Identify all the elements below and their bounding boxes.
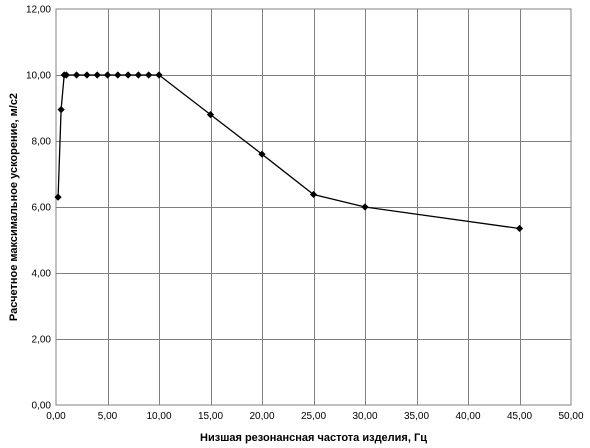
data-point (83, 71, 91, 79)
data-point (124, 71, 132, 79)
data-point (62, 71, 70, 79)
x-tick-label: 0,00 (46, 411, 66, 422)
data-point (103, 71, 112, 79)
data-point (206, 111, 215, 119)
data-point (515, 224, 524, 233)
y-tick-label: 2,00 (32, 335, 52, 346)
data-point (57, 106, 65, 114)
data-point (134, 71, 142, 79)
y-axis-tick-labels: 0,00 2,00 4,00 6,00 8,00 10,00 12,00 (26, 5, 51, 412)
x-tick-label: 30,00 (352, 411, 377, 422)
y-tick-label: 8,00 (32, 137, 52, 148)
x-tick-label: 20,00 (249, 411, 274, 422)
data-point (54, 193, 62, 201)
data-point (258, 150, 266, 158)
y-tick-label: 6,00 (32, 203, 52, 214)
plot-area (55, 8, 572, 406)
data-point (73, 71, 81, 79)
y-axis-title: Расчетное максимальное ускорение, м/с2 (8, 93, 20, 321)
grid-lines (56, 9, 571, 405)
x-axis-title: Низшая резонансная частота изделия, Гц (200, 432, 427, 444)
x-tick-label: 45,00 (507, 411, 532, 422)
y-tick-label: 4,00 (32, 269, 52, 280)
data-point (114, 71, 122, 79)
series-layer (54, 71, 524, 233)
x-tick-label: 25,00 (301, 411, 326, 422)
x-tick-label: 50,00 (558, 411, 583, 422)
data-point (145, 71, 153, 79)
x-tick-label: 15,00 (198, 411, 223, 422)
y-tick-label: 0,00 (32, 401, 52, 412)
x-tick-label: 35,00 (404, 411, 429, 422)
x-tick-label: 40,00 (455, 411, 480, 422)
y-tick-label: 10,00 (26, 71, 51, 82)
data-point (93, 71, 101, 79)
data-point (155, 71, 163, 79)
x-tick-label: 5,00 (98, 411, 118, 422)
x-tick-label: 10,00 (146, 411, 171, 422)
series-line (57, 74, 520, 230)
data-point (361, 203, 369, 211)
x-axis-tick-labels: 0,00 5,00 10,00 15,00 20,00 25,00 30,00 35,00 40… (46, 411, 584, 422)
y-tick-label: 12,00 (26, 5, 51, 16)
data-point (309, 190, 318, 199)
